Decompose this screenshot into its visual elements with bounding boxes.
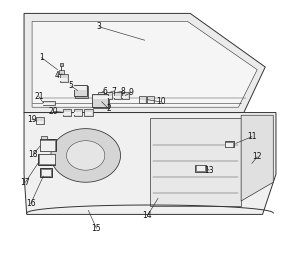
Bar <box>122 96 128 98</box>
Bar <box>60 63 63 66</box>
Bar <box>75 86 88 98</box>
Bar <box>106 92 112 99</box>
Bar <box>36 117 44 124</box>
Bar <box>38 154 56 165</box>
Bar <box>40 168 52 177</box>
Text: 1: 1 <box>39 53 44 62</box>
Bar <box>41 136 47 139</box>
Text: 17: 17 <box>21 178 30 187</box>
Bar <box>41 169 51 176</box>
Polygon shape <box>32 21 257 107</box>
Polygon shape <box>67 141 105 170</box>
Bar <box>98 92 104 99</box>
Bar <box>122 92 129 99</box>
Bar <box>37 121 43 124</box>
Bar <box>39 154 55 164</box>
Bar <box>74 85 87 96</box>
Bar <box>224 141 234 147</box>
Bar <box>63 113 71 115</box>
Bar <box>60 74 68 82</box>
Text: 19: 19 <box>27 115 37 124</box>
Bar <box>94 95 109 108</box>
Text: 13: 13 <box>204 166 214 175</box>
Text: 8: 8 <box>120 87 125 96</box>
Text: 16: 16 <box>26 199 36 208</box>
Bar <box>140 100 146 103</box>
Text: 21: 21 <box>34 92 43 101</box>
Text: 4: 4 <box>55 70 60 80</box>
Text: 5: 5 <box>68 81 74 90</box>
Bar <box>63 109 71 116</box>
Bar <box>74 86 86 90</box>
Bar <box>43 100 55 105</box>
Bar <box>74 113 82 115</box>
Polygon shape <box>241 115 273 201</box>
Text: 11: 11 <box>247 132 256 141</box>
Text: 3: 3 <box>97 22 101 31</box>
Bar <box>195 165 206 172</box>
Bar <box>93 96 107 99</box>
Bar <box>147 96 154 103</box>
Polygon shape <box>24 13 265 113</box>
Bar <box>43 103 54 105</box>
Bar <box>114 92 121 99</box>
Polygon shape <box>24 113 276 214</box>
Text: 7: 7 <box>111 87 116 96</box>
Bar <box>92 94 108 107</box>
Text: 9: 9 <box>129 88 134 97</box>
Bar <box>60 78 67 81</box>
Text: 12: 12 <box>253 152 262 161</box>
Bar <box>40 139 56 151</box>
Bar <box>84 109 93 116</box>
Bar <box>148 100 154 103</box>
Bar <box>196 165 206 171</box>
Bar <box>114 96 120 98</box>
Text: 18: 18 <box>29 150 38 159</box>
Bar <box>74 109 82 116</box>
Bar <box>225 142 233 147</box>
Bar <box>98 96 104 98</box>
Bar <box>139 96 146 103</box>
Text: 15: 15 <box>92 224 101 233</box>
Polygon shape <box>51 129 121 182</box>
Text: 2: 2 <box>106 104 111 113</box>
Bar <box>106 96 112 98</box>
Text: 10: 10 <box>156 97 166 106</box>
Bar <box>40 140 55 151</box>
Text: 20: 20 <box>49 107 58 116</box>
Bar <box>85 113 92 115</box>
Text: 6: 6 <box>102 87 107 96</box>
Bar <box>59 70 64 74</box>
Text: 14: 14 <box>142 211 152 220</box>
Polygon shape <box>150 118 241 206</box>
